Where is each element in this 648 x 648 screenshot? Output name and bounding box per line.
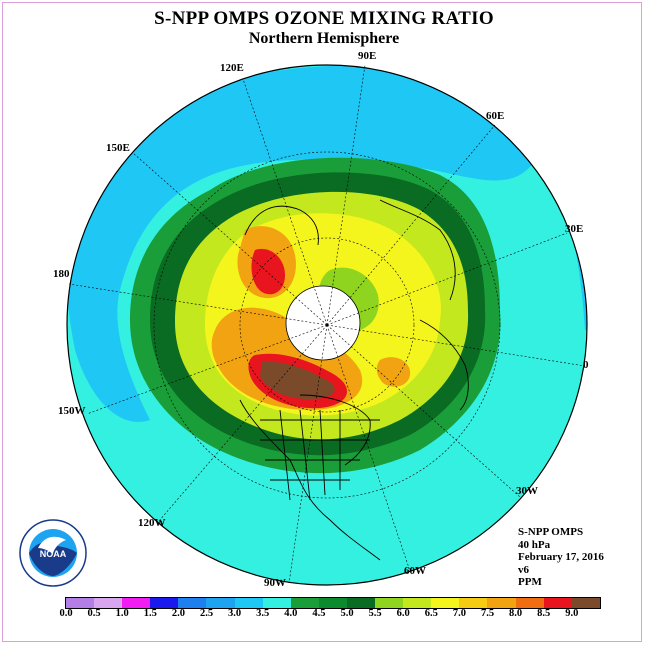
lon-label-120w: 120W — [138, 517, 166, 529]
colorbar-tick-label: 2.5 — [199, 608, 214, 619]
colorbar-segment — [515, 598, 544, 608]
info-level: 40 hPa — [518, 538, 551, 551]
lon-label-120e: 120E — [220, 62, 244, 74]
colorbar-segment — [122, 598, 151, 608]
colorbar-tick-label: 2.0 — [171, 608, 185, 619]
colorbar-segment — [234, 598, 263, 608]
lon-label-30e: 30E — [565, 223, 584, 235]
colorbar-segment — [403, 598, 432, 608]
colorbar-tick-label: 8.5 — [537, 608, 551, 619]
colorbar-segment — [66, 598, 95, 608]
logo-text: NOAA — [40, 549, 67, 559]
colorbar-tick-label: 4.0 — [284, 608, 298, 619]
colorbar-labels: 0.0 0.5 1.0 1.5 2.0 2.5 3.0 3.5 4.0 4.5 5.0 5.5 6.0 6… — [0, 608, 648, 622]
info-block: S-NPP OMPS 40 hPa February 17, 2016 v6 P… — [518, 526, 604, 589]
map-title: S-NPP OMPS OZONE MIXING RATIO — [154, 8, 494, 29]
colorbar-segment — [543, 598, 572, 608]
colorbar-segment — [290, 598, 319, 608]
colorbar-tick-label: 0.5 — [87, 608, 101, 619]
colorbar-tick-label: 5.5 — [368, 608, 382, 619]
colorbar-tick-label: 8.0 — [509, 608, 523, 619]
lon-label-0: 0 — [583, 359, 589, 371]
colorbar-segment — [150, 598, 179, 608]
colorbar-tick-label: 6.5 — [424, 608, 438, 619]
info-date: February 17, 2016 — [518, 551, 604, 564]
colorbar-segment — [206, 598, 235, 608]
info-version: v6 — [518, 563, 529, 576]
colorbar-tick-label: 5.0 — [340, 608, 354, 619]
ozone-field — [67, 65, 587, 585]
colorbar-tick-label: 3.0 — [228, 608, 242, 619]
colorbar — [65, 597, 601, 609]
colorbar-tick-label: 9.0 — [565, 608, 579, 619]
polar-night-gap — [285, 285, 361, 361]
map-boundary — [66, 64, 588, 586]
noaa-logo: NOAA — [19, 519, 87, 587]
lon-label-60w: 60W — [404, 565, 426, 577]
lon-label-30w: 30W — [516, 485, 538, 497]
colorbar-tick-label: 4.5 — [312, 608, 326, 619]
lon-label-90w: 90W — [264, 577, 286, 589]
colorbar-segment — [346, 598, 376, 608]
colorbar-segment — [487, 598, 516, 608]
map-subtitle: Northern Hemisphere — [248, 30, 400, 47]
colorbar-segment — [571, 598, 600, 608]
colorbar-tick-label: 7.5 — [480, 608, 495, 619]
figure-frame — [2, 2, 642, 642]
field-level-9.0 — [260, 361, 335, 400]
field-max-east — [376, 357, 411, 387]
info-instrument: S-NPP OMPS — [518, 526, 584, 538]
lon-label-180: 180 — [53, 268, 70, 280]
lon-label-60e: 60E — [486, 110, 505, 122]
colorbar-tick-label: 0.0 — [59, 608, 73, 619]
field-max-west-core — [251, 248, 285, 295]
colorbar-segment — [318, 598, 347, 608]
lon-label-90e: 90E — [358, 50, 377, 62]
colorbar-tick-label: 3.5 — [256, 608, 270, 619]
colorbar-segment — [431, 598, 460, 608]
colorbar-segment — [262, 598, 291, 608]
colorbar-segment — [459, 598, 488, 608]
colorbar-tick-label: 6.0 — [396, 608, 410, 619]
colorbar-tick-label: 1.0 — [115, 608, 129, 619]
colorbar-segment — [94, 598, 123, 608]
coastlines — [239, 199, 469, 561]
colorbar-tick-label: 7.0 — [452, 608, 466, 619]
lon-label-150w: 150W — [58, 405, 86, 417]
colorbar-segment — [178, 598, 207, 608]
graticule — [68, 64, 586, 584]
field-level-3.0 — [67, 65, 540, 422]
colorbar-tick-label: 1.5 — [143, 608, 157, 619]
info-units: PPM — [518, 576, 542, 589]
colorbar-segment — [375, 598, 404, 608]
lon-label-150e: 150E — [106, 142, 130, 154]
